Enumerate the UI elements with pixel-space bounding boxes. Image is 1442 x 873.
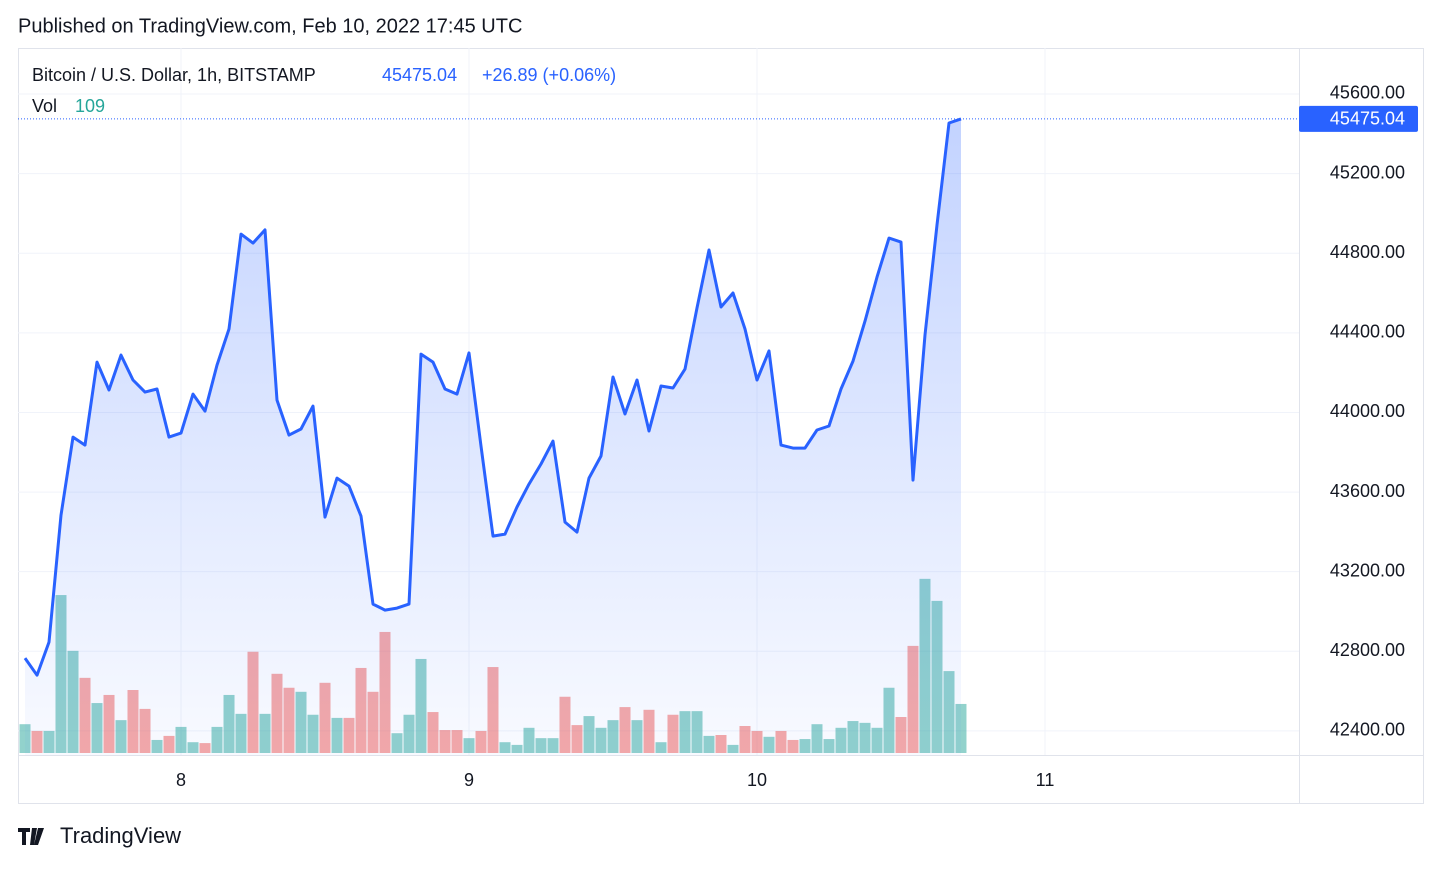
volume-legend-value: 109 xyxy=(75,96,105,116)
x-tick-label: 9 xyxy=(464,770,474,790)
x-tick-label: 8 xyxy=(176,770,186,790)
last-price-label: 45475.04 xyxy=(1330,109,1405,129)
legend-last-price: 45475.04 xyxy=(382,65,457,85)
y-tick-label: 45600.00 xyxy=(1330,83,1405,103)
volume-bar xyxy=(19,724,31,753)
published: Published on TradingView.com, Feb 10, 20… xyxy=(18,15,522,37)
y-tick-label: 42800.00 xyxy=(1330,640,1405,660)
y-tick-label: 43600.00 xyxy=(1330,481,1405,501)
y-tick-label: 44400.00 xyxy=(1330,322,1405,342)
price-area xyxy=(25,118,961,755)
y-tick-label: 44000.00 xyxy=(1330,401,1405,421)
x-tick-label: 11 xyxy=(1036,770,1055,790)
volume-legend-name: Vol xyxy=(32,96,57,116)
chart-frame xyxy=(18,48,1424,804)
chart-title: Bitcoin / U.S. Dollar, 1h, BITSTAMP xyxy=(32,65,316,85)
x-tick-label: 10 xyxy=(747,770,767,790)
brand: TradingView xyxy=(60,823,181,848)
y-tick-label: 43200.00 xyxy=(1330,560,1405,580)
legend-change: +26.89 (+0.06%) xyxy=(482,65,616,85)
brand-logo: TradingView xyxy=(18,823,181,848)
plot xyxy=(23,117,962,755)
price-line xyxy=(23,117,962,677)
last-price-box xyxy=(1299,105,1418,132)
y-tick-label: 42400.00 xyxy=(1330,720,1405,740)
y-tick-label: 44800.00 xyxy=(1330,242,1405,262)
y-tick-label: 45200.00 xyxy=(1330,162,1405,182)
axes: 42400.00 42800.00 43200.00 43600.00 44000.00… xyxy=(176,83,1405,790)
